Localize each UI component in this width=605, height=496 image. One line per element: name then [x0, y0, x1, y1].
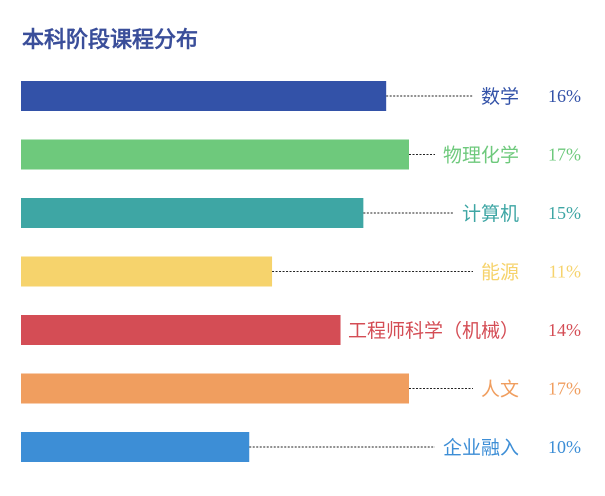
category-label-6: 企业融入 [443, 437, 519, 459]
value-label-4: 14% [548, 320, 581, 340]
bar-4 [21, 315, 341, 345]
bar-5 [21, 373, 409, 404]
chart-title: 本科阶段课程分布 [22, 28, 199, 53]
category-label-3: 能源 [481, 262, 519, 284]
category-label-2: 计算机 [462, 203, 519, 225]
bar-6 [21, 432, 250, 462]
category-label-1: 物理化学 [443, 145, 519, 167]
bar-1 [21, 139, 409, 170]
category-label-5: 人文 [481, 379, 519, 401]
category-label-0: 数学 [481, 86, 519, 108]
bar-3 [21, 256, 273, 287]
bar-2 [21, 198, 364, 228]
bar-0 [21, 81, 387, 111]
value-label-5: 17% [548, 379, 581, 399]
category-label-4: 工程师科学（机械） [348, 320, 519, 342]
value-label-6: 10% [548, 437, 581, 457]
value-label-1: 17% [548, 145, 581, 165]
value-label-0: 16% [548, 86, 581, 106]
value-label-3: 11% [549, 262, 581, 282]
value-label-2: 15% [548, 203, 581, 223]
